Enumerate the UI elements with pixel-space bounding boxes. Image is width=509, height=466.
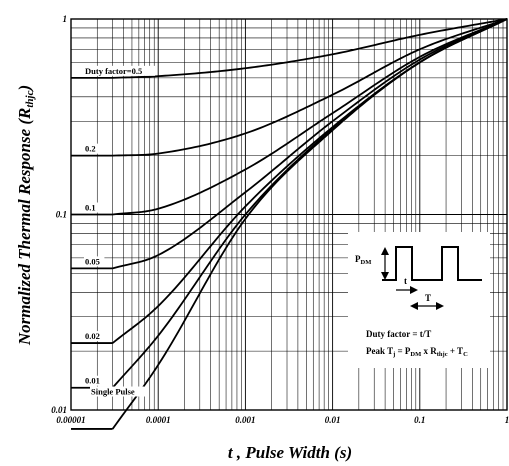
x-tick-label: 0.0001 (146, 415, 171, 425)
x-tick-label: 0.01 (325, 415, 341, 425)
series-curve (112, 18, 508, 270)
curve-label: 0.1 (85, 203, 96, 213)
curve-label: Duty factor=0.5 (85, 66, 142, 76)
y-tick-label: 1 (63, 14, 68, 24)
t-arrow-right-icon (410, 286, 418, 294)
plot-frame (70, 18, 508, 411)
pulse-diagram-inset: PDM t T Duty factor = t/T Peak Tj = PDM … (348, 232, 490, 368)
x-axis-title: t , Pulse Width (s) (228, 443, 352, 462)
series-curve (111, 18, 508, 430)
curve-label-bg (84, 375, 105, 386)
pdm-arrow-up-icon (381, 247, 389, 255)
curve-label: 0.2 (85, 144, 96, 154)
curve-label: 0.02 (85, 331, 100, 341)
inset-box (348, 232, 490, 368)
curve-label-bg (84, 331, 105, 342)
series-curve (112, 18, 508, 79)
x-tick-label: 0.001 (235, 415, 255, 425)
duty-factor-formula: Duty factor = t/T (366, 329, 431, 339)
pdm-label: PDM (355, 254, 371, 266)
T-label: T (425, 293, 431, 303)
curve-label-bg (84, 202, 100, 213)
pdm-arrow-down-icon (381, 272, 389, 280)
x-tick-label: 0.1 (414, 415, 425, 425)
curve-labels: Duty factor=0.5 0.2 0.1 0.05 0.02 0.01Single … (84, 65, 155, 397)
series-curve (112, 18, 508, 157)
curve-label-bg (90, 386, 148, 397)
curve-label-bg (84, 65, 155, 76)
y-tick-label: 0.1 (56, 210, 67, 220)
pulse-waveform (382, 246, 482, 281)
curve-label: 0.01 (85, 376, 100, 386)
T-arrow-left-icon (410, 302, 418, 310)
curve-label: 0.05 (85, 256, 100, 266)
curve-label-bg (84, 256, 105, 267)
curve-label-bg (84, 143, 100, 154)
peak-tj-formula: Peak Tj = PDM x Rthjc + TC (366, 346, 468, 358)
T-arrow-right-icon (436, 302, 444, 310)
t-label: t (404, 276, 407, 286)
series-curve (112, 18, 508, 216)
y-tick-label: 0.01 (51, 405, 67, 415)
x-tick-label: 1 (505, 415, 509, 425)
x-tick-labels: 0.00001 0.0001 0.001 0.01 0.1 1 (56, 415, 509, 425)
y-axis-title: Normalized Thermal Response (Rthjc) (15, 85, 36, 346)
y-tick-labels: 0.01 0.1 1 (51, 14, 67, 415)
curve-label: Single Pulse (91, 387, 135, 397)
x-tick-label: 0.00001 (56, 415, 85, 425)
